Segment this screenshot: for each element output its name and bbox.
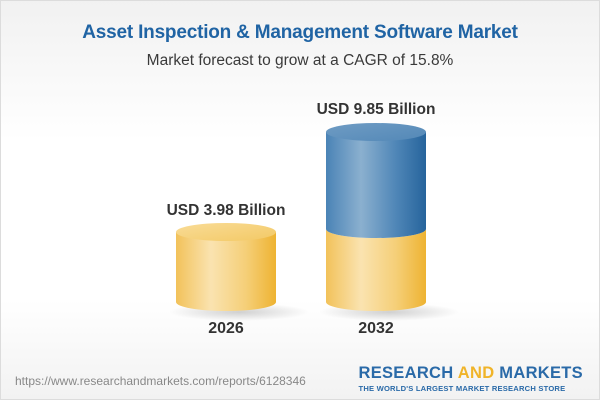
logo-wordmark: RESEARCH AND MARKETS	[358, 365, 583, 382]
report-url[interactable]: https://www.researchandmarkets.com/repor…	[15, 374, 306, 388]
logo-research: RESEARCH	[358, 364, 458, 382]
research-and-markets-logo[interactable]: RESEARCH AND MARKETS THE WORLD'S LARGEST…	[358, 365, 583, 394]
logo-tagline: THE WORLD'S LARGEST MARKET RESEARCH STOR…	[358, 384, 566, 393]
value-label-2032: USD 9.85 Billion	[316, 101, 436, 118]
value-label-2026: USD 3.98 Billion	[166, 202, 286, 219]
year-label-2026: 2026	[208, 320, 244, 337]
logo-markets: MARKETS	[494, 364, 583, 382]
bar-2032	[326, 123, 426, 311]
bar-2026	[176, 223, 276, 311]
chart-title: Asset Inspection & Management Software M…	[82, 22, 518, 43]
logo-and: AND	[457, 364, 495, 382]
year-label-2032: 2032	[358, 320, 394, 337]
chart-subtitle: Market forecast to grow at a CAGR of 15.…	[146, 52, 454, 69]
